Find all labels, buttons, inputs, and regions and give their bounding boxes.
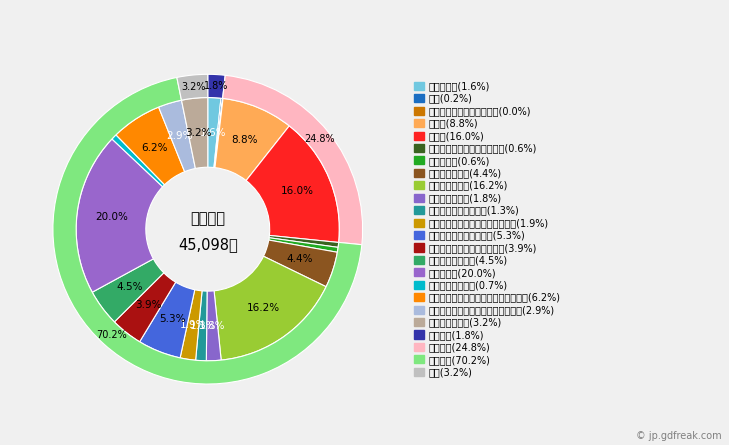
Text: 2.9%: 2.9% [167, 131, 193, 142]
Wedge shape [177, 74, 208, 100]
Text: 1.8%: 1.8% [199, 321, 225, 331]
Wedge shape [215, 98, 223, 168]
Wedge shape [222, 75, 362, 245]
Text: 就業者数: 就業者数 [190, 211, 225, 226]
Wedge shape [182, 97, 208, 169]
Wedge shape [215, 98, 289, 181]
Text: 5.3%: 5.3% [159, 314, 185, 324]
Text: 4.4%: 4.4% [286, 254, 313, 264]
Text: 1.3%: 1.3% [190, 321, 216, 331]
Text: 4.5%: 4.5% [117, 282, 144, 292]
Wedge shape [116, 107, 184, 185]
Text: 3.9%: 3.9% [135, 300, 161, 310]
Text: 45,098人: 45,098人 [178, 237, 238, 252]
Wedge shape [180, 290, 202, 360]
Wedge shape [269, 235, 339, 247]
Wedge shape [93, 259, 164, 322]
Wedge shape [159, 100, 195, 172]
Wedge shape [214, 98, 222, 168]
Wedge shape [112, 135, 165, 187]
Text: 1.6%: 1.6% [199, 128, 226, 138]
Text: 20.0%: 20.0% [95, 212, 128, 222]
Text: 8.8%: 8.8% [232, 135, 258, 145]
Wedge shape [206, 291, 221, 361]
Text: 70.2%: 70.2% [96, 331, 127, 340]
Text: 1.9%: 1.9% [180, 320, 206, 330]
Wedge shape [195, 291, 207, 361]
Text: 1.8%: 1.8% [203, 81, 228, 91]
Text: 24.8%: 24.8% [304, 134, 335, 144]
Wedge shape [114, 273, 176, 342]
Text: © jp.gdfreak.com: © jp.gdfreak.com [636, 431, 722, 441]
Wedge shape [269, 238, 338, 252]
Wedge shape [214, 256, 326, 360]
Wedge shape [53, 77, 362, 384]
Wedge shape [208, 97, 221, 168]
Wedge shape [208, 74, 225, 98]
Text: 3.2%: 3.2% [185, 128, 211, 138]
Text: 16.2%: 16.2% [246, 303, 280, 313]
Wedge shape [76, 139, 163, 292]
Wedge shape [140, 282, 195, 358]
Text: 3.2%: 3.2% [181, 81, 206, 92]
Legend: 農業，林業(1.6%), 漁業(0.2%), 鉱業，採石業，砂利採取業(0.0%), 建設業(8.8%), 製造業(16.0%), 電気・ガス・熱供給・水道業(: 農業，林業(1.6%), 漁業(0.2%), 鉱業，採石業，砂利採取業(0.0%… [414, 81, 561, 377]
Wedge shape [263, 240, 338, 287]
Text: 6.2%: 6.2% [141, 143, 168, 153]
Text: 16.0%: 16.0% [281, 186, 313, 196]
Wedge shape [246, 126, 340, 243]
